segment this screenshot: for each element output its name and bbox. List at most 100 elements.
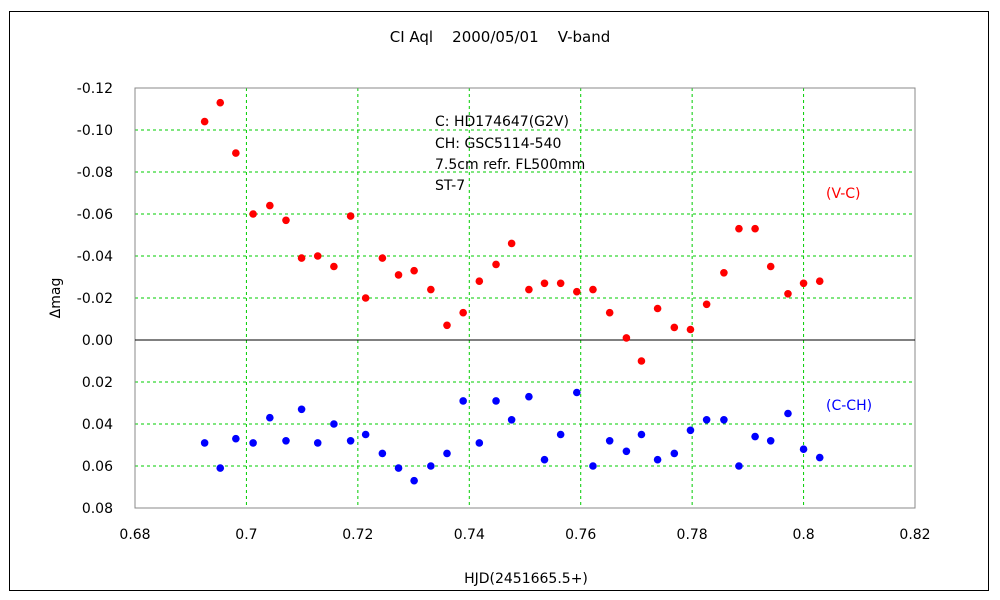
data-point [330,420,338,428]
y-tick-label: 0.06 [82,459,113,475]
y-tick-label: -0.10 [77,123,113,139]
y-axis-ticks: -0.12 -0.10 -0.08 -0.06 -0.04 -0.02 0.00 0.02 0.… [77,81,113,517]
data-point [330,262,338,271]
data-point [653,304,662,313]
data-point [525,392,533,401]
data-point [475,277,484,286]
data-point [735,462,743,470]
data-point [492,260,500,269]
grid [135,88,915,508]
data-point [443,321,451,330]
y-tick-label: 0.08 [82,501,113,517]
data-point [751,224,759,233]
annotation-comparison-star: C: HD174647(G2V) [435,114,569,130]
data-point [605,437,614,445]
y-tick-label: -0.06 [77,207,113,223]
data-point [232,434,240,443]
data-point [507,239,516,248]
series-0 [200,98,824,365]
x-tick-label: 0.82 [899,527,930,543]
data-point [459,397,467,405]
data-point [766,437,775,445]
data-point [427,285,435,294]
y-tick-label: -0.04 [77,249,113,265]
data-point [815,453,824,462]
data-point [525,285,533,294]
data-point [573,388,581,397]
data-point [637,357,646,365]
data-point [475,439,484,447]
data-point [751,432,759,441]
data-point [799,279,808,288]
annotation-check-star: CH: GSC5114-540 [435,136,561,152]
series-label-v-c: (V-C) [826,186,861,202]
data-point [282,216,290,225]
chart-frame [9,11,989,591]
data-point [605,308,614,317]
data-point [200,439,209,447]
data-point [249,210,257,218]
data-point [361,294,370,302]
annotation-block: C: HD174647(G2V) CH: GSC5114-540 7.5cm r… [435,114,585,194]
data-point [702,416,711,424]
data-point [394,271,403,279]
x-tick-label: 0.7 [235,527,257,543]
data-point [720,416,728,424]
data-point [282,437,290,445]
data-point [232,149,240,157]
data-point [492,397,500,405]
data-point [266,413,274,422]
data-point [216,98,225,107]
y-tick-label: -0.02 [77,291,113,307]
data-point [249,439,257,447]
x-axis-label: HJD(2451665.5+) [464,571,588,587]
x-tick-label: 0.78 [677,527,708,543]
x-axis-ticks: 0.68 0.7 0.72 0.74 0.76 0.78 0.8 0.82 [119,527,930,543]
x-tick-label: 0.68 [119,527,150,543]
y-axis-label: Δmag [48,278,64,319]
data-point [266,201,274,210]
data-point [784,290,792,298]
data-point [766,262,775,271]
data-point [394,464,403,472]
data-point [686,426,695,435]
plot-area-border [134,87,916,509]
y-tick-label: 0.04 [82,417,113,433]
series-label-c-ch: (C-CH) [826,398,872,414]
data-point [556,430,565,439]
y-tick-label: -0.08 [77,165,113,181]
data-point [540,455,549,464]
data-point [556,279,565,288]
data-point [702,300,711,309]
data-point [622,334,631,342]
data-point [784,409,792,418]
data-point [297,254,306,262]
data-point [297,405,306,414]
x-tick-label: 0.72 [342,527,373,543]
data-point [313,252,322,260]
x-tick-label: 0.76 [565,527,596,543]
y-tick-label: 0.02 [82,375,113,391]
data-point [589,462,597,470]
data-point [720,269,728,277]
series-1 [200,388,824,485]
x-tick-label: 0.8 [792,527,814,543]
data-point [686,325,695,334]
data-point [670,449,679,458]
data-point [589,285,597,294]
data-point [378,449,387,458]
data-point [346,437,355,445]
data-point [799,445,808,454]
data-point [443,449,451,458]
data-point [410,476,418,485]
data-point [540,279,549,288]
data-point [622,447,631,456]
data-point [346,212,355,220]
annotation-camera: ST-7 [435,178,465,194]
x-tick-label: 0.74 [454,527,485,543]
data-point [216,464,225,472]
data-point [637,430,646,439]
data-point [670,323,679,332]
data-point [653,455,662,464]
